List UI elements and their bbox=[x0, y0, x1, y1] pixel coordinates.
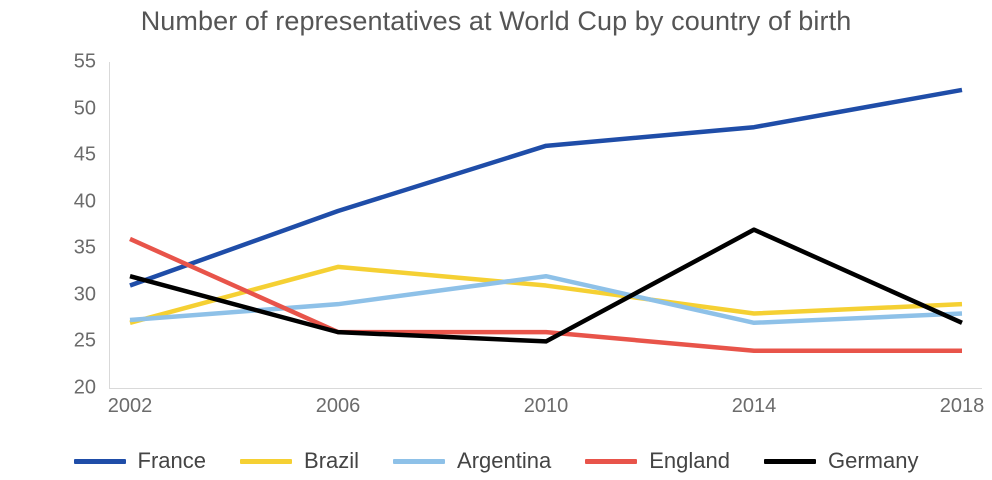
x-tick-label: 2014 bbox=[731, 395, 777, 417]
y-axis-line bbox=[109, 62, 110, 389]
legend-item-brazil[interactable]: Brazil bbox=[240, 448, 359, 474]
y-tick-label: 55 bbox=[73, 50, 96, 73]
series-lines bbox=[129, 87, 963, 353]
y-tick-label: 40 bbox=[73, 190, 96, 213]
y-tick-label: 50 bbox=[73, 97, 96, 120]
legend-swatch-icon bbox=[240, 458, 293, 464]
legend-item-argentina[interactable]: Argentina bbox=[393, 448, 551, 474]
series-line-argentina bbox=[129, 273, 963, 326]
legend-item-france[interactable]: France bbox=[73, 448, 207, 474]
legend-label: Argentina bbox=[457, 448, 552, 473]
y-tick-label: 45 bbox=[73, 143, 96, 166]
x-axis-ticks: 2002 2006 2010 2014 2018 bbox=[107, 395, 985, 425]
legend-swatch-icon bbox=[763, 458, 816, 464]
legend-label: Brazil bbox=[304, 448, 360, 473]
x-tick-label: 2006 bbox=[315, 395, 361, 417]
x-axis-line bbox=[109, 388, 982, 389]
series-line-france bbox=[129, 87, 963, 288]
series-line-england bbox=[129, 236, 962, 353]
y-tick-label: 20 bbox=[73, 376, 96, 399]
legend-item-england[interactable]: England bbox=[585, 448, 730, 474]
series-line-germany bbox=[129, 227, 963, 344]
plot-area bbox=[110, 62, 982, 388]
chart-legend: France Brazil Argentina England Germany bbox=[0, 442, 992, 480]
x-tick-label: 2002 bbox=[107, 395, 153, 417]
y-tick-label: 25 bbox=[73, 329, 96, 352]
legend-swatch-icon bbox=[73, 458, 126, 464]
x-tick-label: 2018 bbox=[939, 395, 985, 417]
legend-swatch-icon bbox=[393, 458, 446, 464]
chart-title: Number of representatives at World Cup b… bbox=[140, 6, 852, 36]
legend-label: France bbox=[137, 448, 207, 473]
series-line-brazil bbox=[129, 264, 963, 325]
legend-label: Germany bbox=[827, 448, 919, 473]
x-tick-label: 2010 bbox=[523, 395, 569, 417]
y-tick-label: 35 bbox=[73, 236, 96, 259]
y-tick-label: 30 bbox=[73, 283, 96, 306]
y-axis-ticks: 20 25 30 35 40 45 50 55 bbox=[46, 51, 96, 399]
legend-label: England bbox=[649, 448, 730, 473]
legend-swatch-icon bbox=[585, 458, 638, 464]
legend-item-germany[interactable]: Germany bbox=[763, 448, 919, 474]
